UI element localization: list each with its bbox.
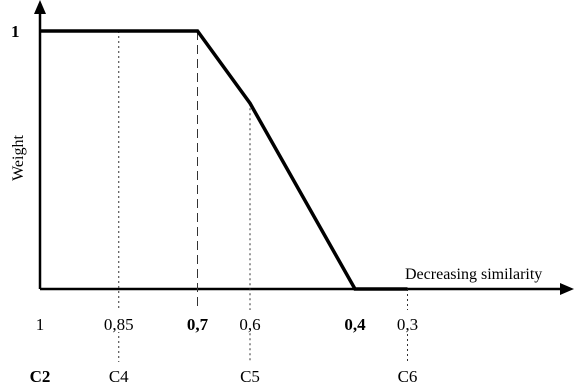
x-tick-label: 0,3 [397,315,418,334]
series [40,29,408,291]
marker-bg [100,362,137,384]
axes [34,0,574,295]
category-marker-c6: C6 [398,367,418,386]
marker-bg [232,362,268,384]
category-marker-c4: C4 [109,367,129,386]
x-tick-bg [230,310,270,332]
x-axis-label: Decreasing similarity [405,266,542,283]
x-tick-bg [177,310,218,332]
y-tick-label: 1 [11,22,20,41]
x-tick-label: 0,85 [104,315,134,334]
x-tick-bg [98,310,139,332]
x-tick-label: 0,6 [239,315,260,334]
guide-lines [118,31,408,382]
x-tick-label: 0,7 [187,315,209,334]
marker-bg [389,362,426,384]
y-axis-label: Weight [10,135,27,181]
x-tick-bg [20,310,60,332]
marker-bg [22,362,58,384]
labels: Weight 1 Decreasing similarity 1 0,85 0,7 0… [10,22,542,386]
x-tick-label: 1 [36,315,45,334]
category-marker-c2: C2 [30,367,51,386]
x-tick-label: 0,4 [344,315,366,334]
x-axis-arrow [560,283,574,295]
category-marker-c5: C5 [240,367,260,386]
x-tick-bg [335,310,375,332]
y-axis-arrow [34,0,46,14]
series-line-weight [40,29,408,291]
x-tick-bg [387,310,428,332]
